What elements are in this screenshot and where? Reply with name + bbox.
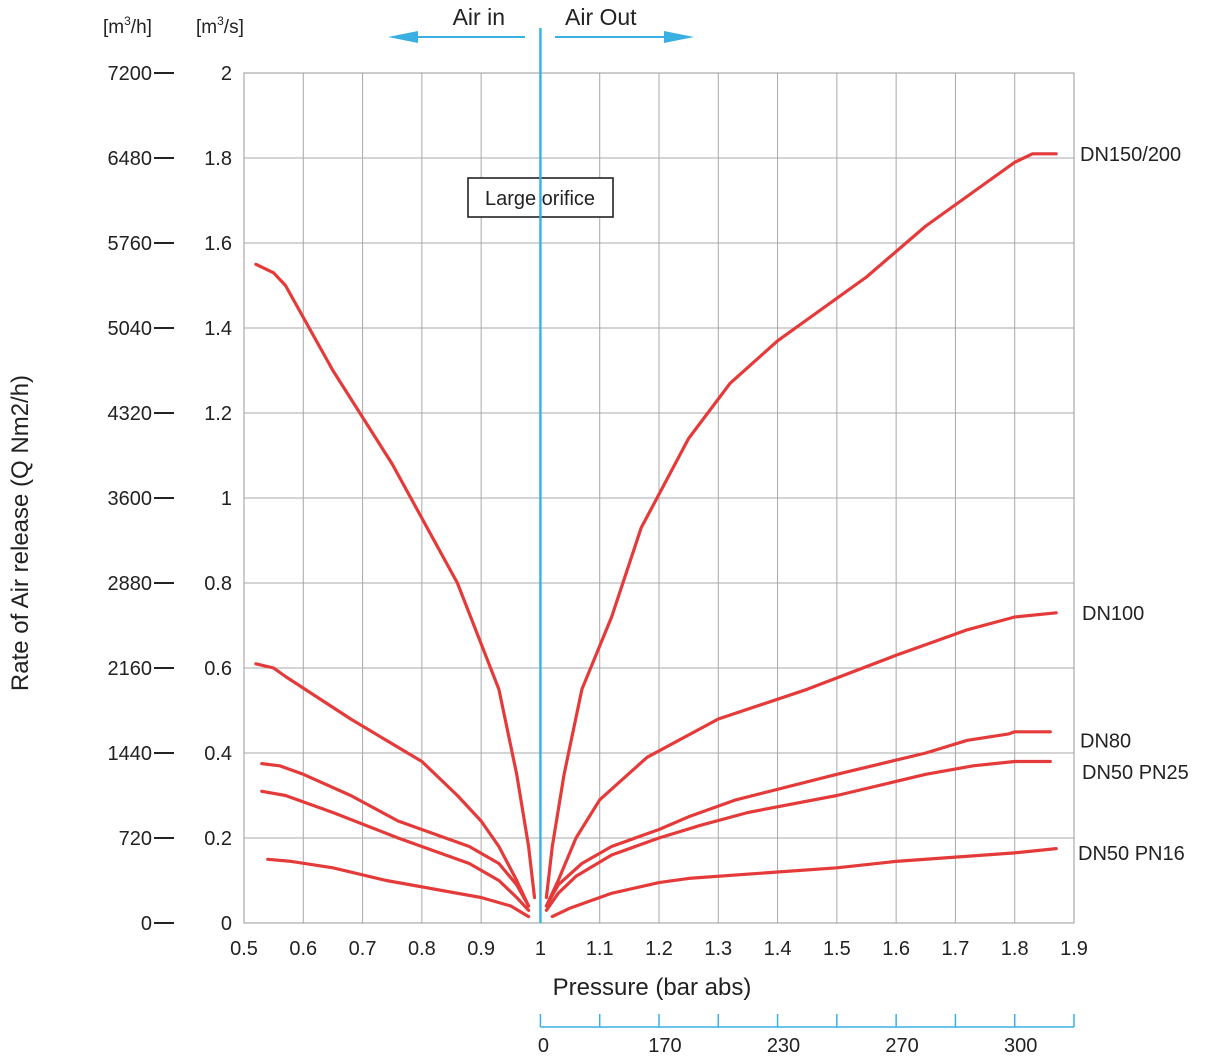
x-tick-label: 1.9	[1060, 938, 1088, 960]
y-tick-label-m3s: 1	[221, 488, 232, 510]
x-tick-label: 0.8	[408, 938, 436, 960]
secondary-tick-label: 0	[538, 1035, 549, 1057]
y-tick-label-m3h: 0	[141, 913, 152, 935]
y-tick-label-m3s: 0.8	[204, 573, 232, 595]
y-tick-label-m3h: 4320	[108, 403, 153, 425]
series-curve-air-out	[544, 152, 1058, 900]
series-curve-air-in	[254, 262, 537, 900]
series-labels: DN150/200 DN100 DN80 DN50 PN25 DN50 PN16	[1078, 144, 1189, 865]
x-tick-label: 1.3	[704, 938, 732, 960]
y-tick-label-m3s: 0.2	[204, 828, 232, 850]
y-tick-label-m3h: 720	[119, 828, 152, 850]
x-axis-ticks: 0.5 0.6 0.7 0.8 0.9 1 1.1 1.2 1.3 1.4 1.5 1.6 1.7 1.8…	[230, 938, 1088, 960]
grid-lines	[243, 72, 1075, 924]
series-label: DN100	[1082, 603, 1144, 625]
y-axis-ticks: 0 0 0.2 720 0.4 1440 0.6 2160 0.8 2880 1 3600 1.2 432…	[108, 63, 233, 935]
y-tick-label-m3s: 0.6	[204, 658, 232, 680]
air-out-arrow-head	[664, 31, 694, 43]
series-curve-air-out	[544, 730, 1052, 908]
air-in-arrow-head	[388, 31, 418, 43]
unit-m3s-label: [m3/s]	[196, 14, 244, 38]
y-tick-label-m3h: 2160	[108, 658, 153, 680]
y-tick-label-m3s: 2	[221, 63, 232, 85]
secondary-tick-label: 300	[1004, 1035, 1037, 1057]
series-curve-air-in	[260, 762, 531, 908]
y-tick-label-m3h: 3600	[108, 488, 153, 510]
secondary-tick-label: 230	[767, 1035, 800, 1057]
y-tick-label-m3s: 0.4	[204, 743, 232, 765]
unit-m3h-label: [m3/h]	[103, 14, 152, 38]
x-tick-label: 1.2	[645, 938, 673, 960]
series-curve-air-out	[544, 759, 1052, 912]
y-tick-label-m3h: 1440	[108, 743, 153, 765]
series-label: DN50 PN25	[1082, 762, 1189, 784]
y-tick-label-m3s: 1.2	[204, 403, 232, 425]
direction-arrows	[388, 31, 694, 43]
series-label: DN80	[1080, 730, 1131, 752]
x-tick-label: 0.5	[230, 938, 258, 960]
y-tick-label-m3s: 1.6	[204, 233, 232, 255]
series-label: DN50 PN16	[1078, 843, 1185, 865]
y-tick-label-m3h: 6480	[108, 148, 153, 170]
y-tick-label-m3s: 1.8	[204, 148, 232, 170]
y-tick-label-m3h: 5760	[108, 233, 153, 255]
secondary-x-axis: 0 170 230 270 300	[538, 1014, 1075, 1057]
x-tick-label: 1.5	[823, 938, 851, 960]
x-tick-label: 1.6	[882, 938, 910, 960]
x-tick-label: 1.1	[586, 938, 614, 960]
x-tick-label: 1	[535, 938, 546, 960]
secondary-tick-label: 270	[885, 1035, 918, 1057]
x-tick-label: 1.7	[942, 938, 970, 960]
y-tick-label-m3h: 7200	[108, 63, 153, 85]
y-tick-label-m3h: 2880	[108, 573, 153, 595]
x-axis-title: Pressure (bar abs)	[553, 974, 752, 1001]
y-axis-title: Rate of Air release (Q Nm2/h)	[7, 375, 34, 691]
y-tick-label-m3s: 0	[221, 913, 232, 935]
series-curves	[254, 152, 1058, 919]
series-label: DN150/200	[1080, 144, 1181, 166]
series-curve-air-in	[266, 857, 531, 919]
series-curve-air-in	[260, 789, 531, 912]
plot-frame	[243, 72, 1075, 924]
x-tick-label: 1.8	[1001, 938, 1029, 960]
x-tick-label: 0.7	[349, 938, 377, 960]
y-tick-label-m3h: 5040	[108, 318, 153, 340]
air-out-label: Air Out	[565, 4, 637, 30]
series-curve-air-out	[544, 611, 1058, 908]
x-tick-label: 1.4	[764, 938, 792, 960]
x-tick-label: 0.6	[289, 938, 317, 960]
air-in-label: Air in	[453, 4, 505, 30]
series-curve-air-in	[254, 662, 531, 908]
secondary-tick-label: 170	[648, 1035, 681, 1057]
x-tick-label: 0.9	[467, 938, 495, 960]
series-curve-air-out	[550, 847, 1058, 919]
y-tick-label-m3s: 1.4	[204, 318, 232, 340]
